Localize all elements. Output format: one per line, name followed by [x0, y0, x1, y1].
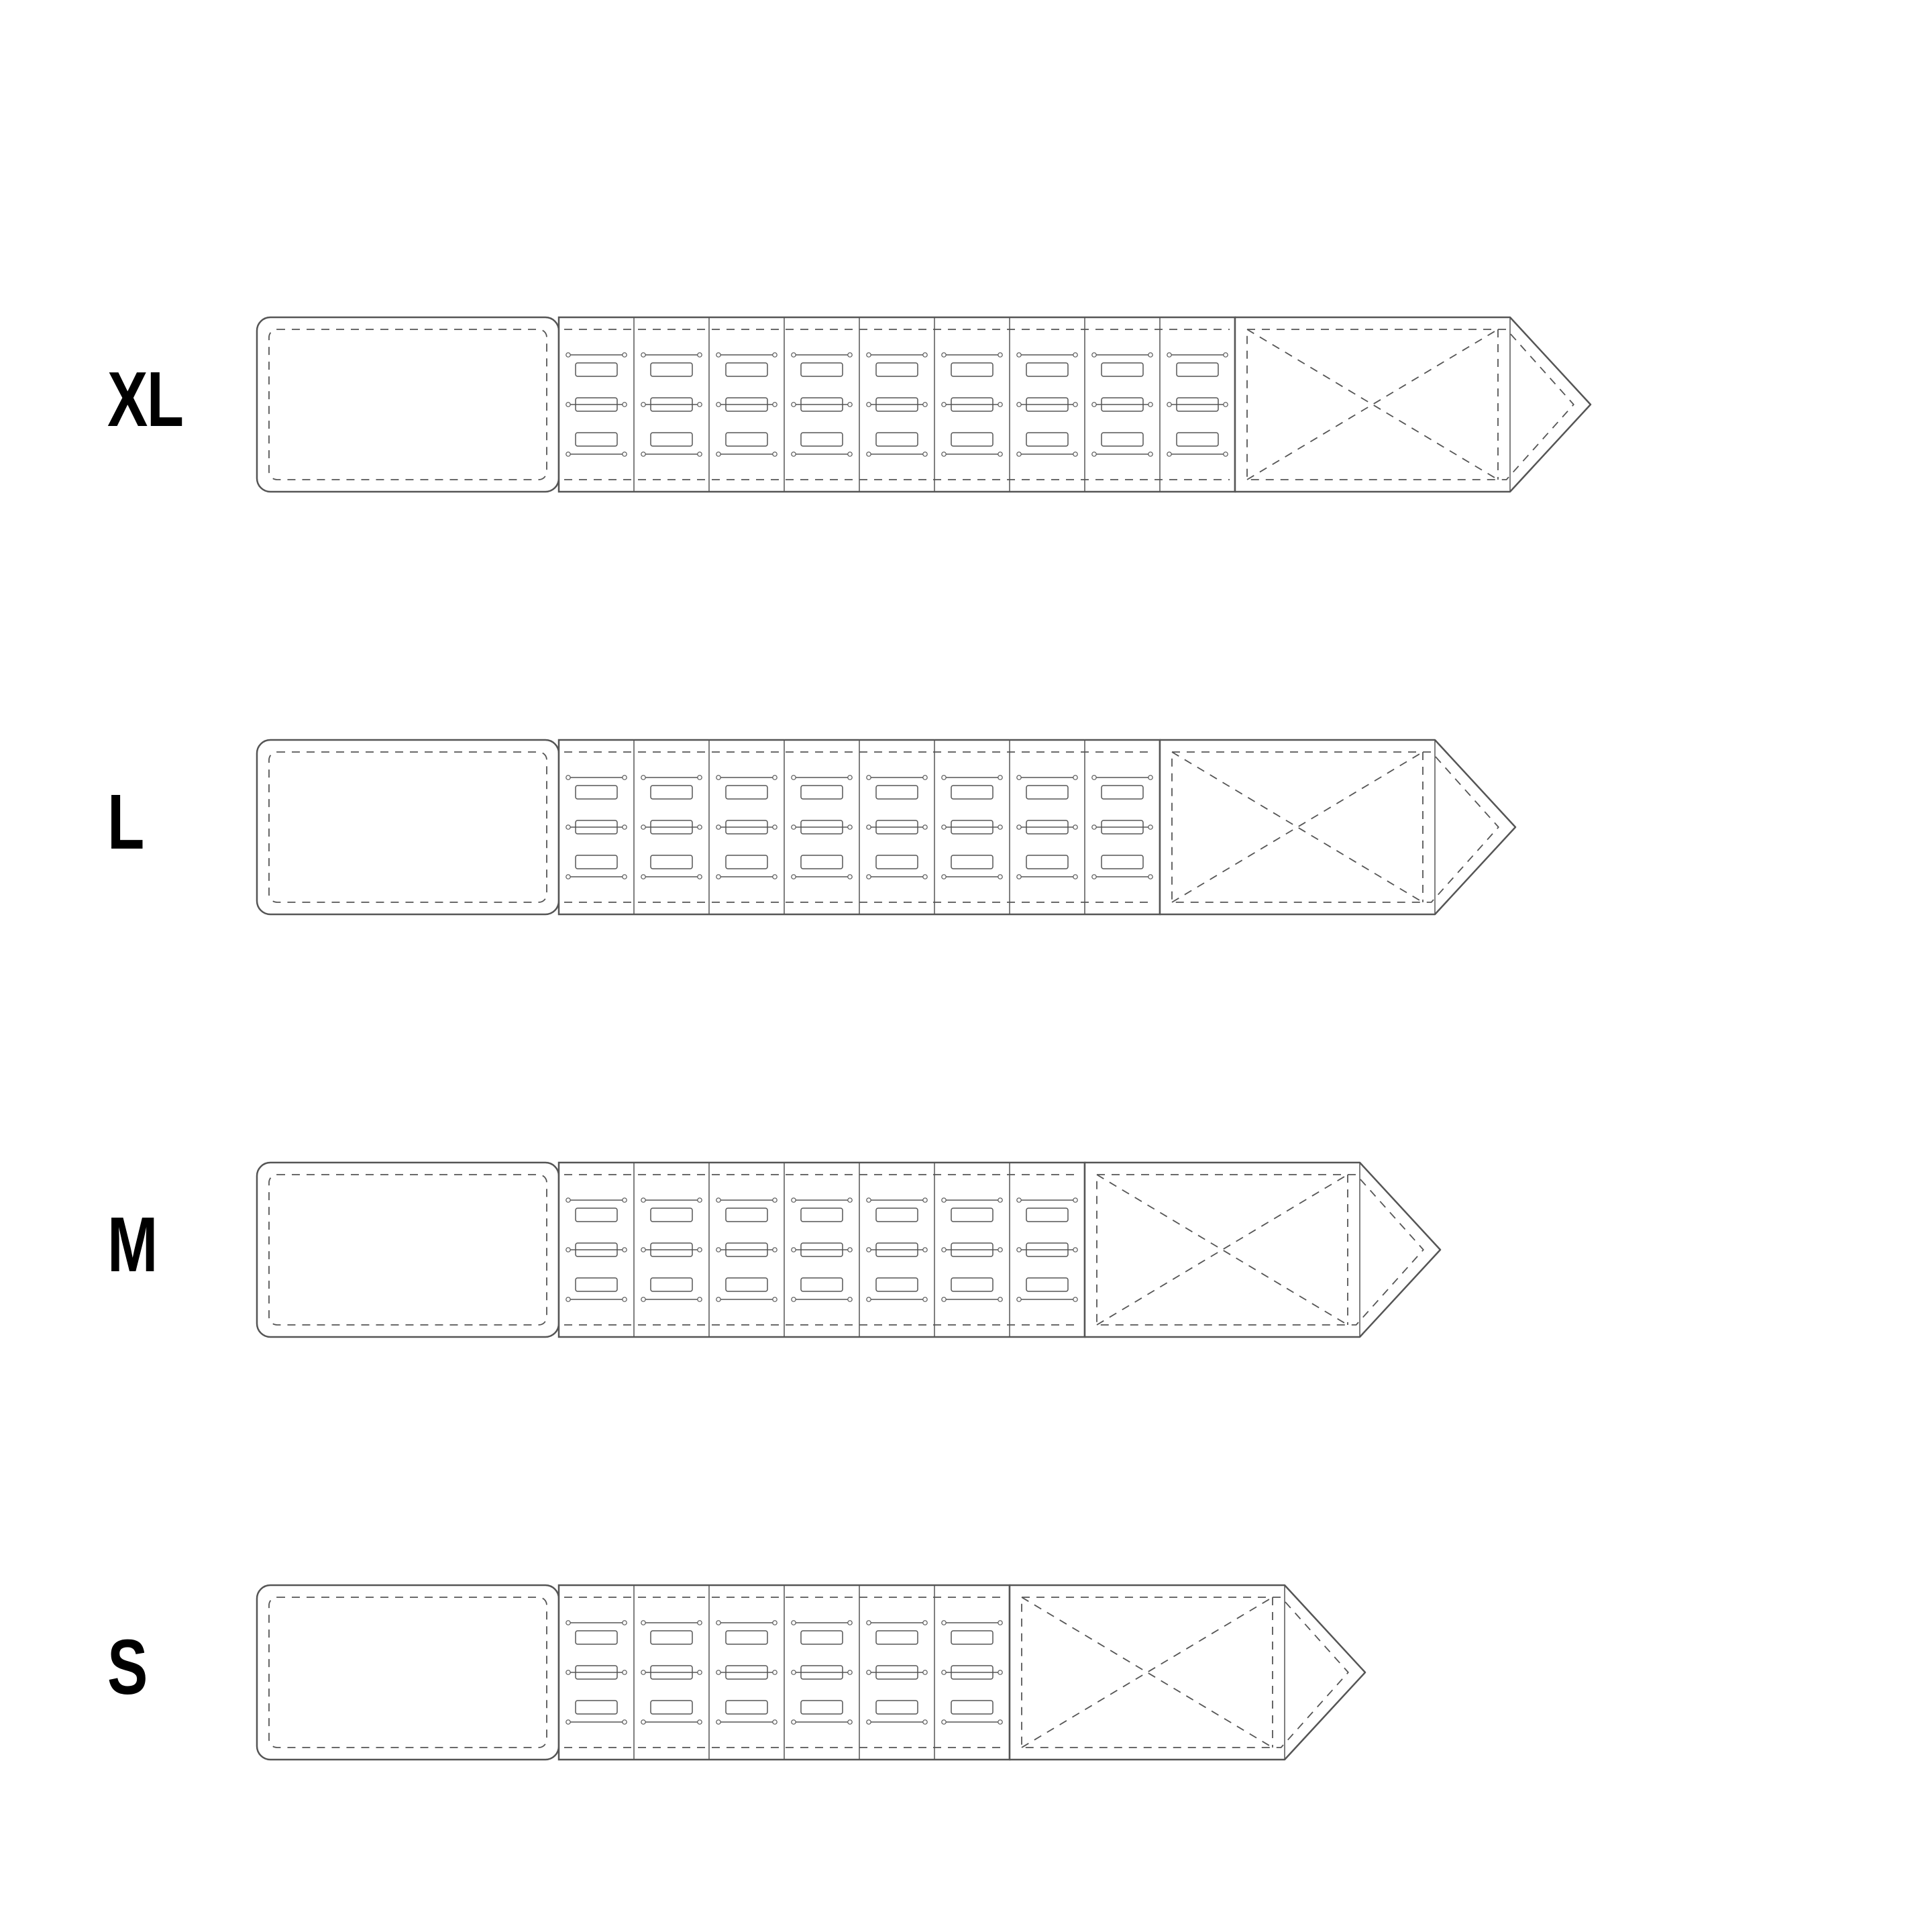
end-flap — [1085, 1163, 1440, 1337]
molle-body — [559, 317, 1235, 492]
molle-body — [559, 1585, 1010, 1760]
end-flap — [1010, 1585, 1365, 1760]
belt-diagram-m — [255, 1161, 1442, 1339]
end-flap — [1235, 317, 1591, 492]
belt-diagram-l — [255, 738, 1517, 916]
front-panel — [257, 740, 559, 914]
size-label-xl: XL — [107, 354, 183, 444]
front-panel — [257, 317, 559, 492]
size-label-l: L — [107, 777, 144, 867]
front-panel — [257, 1585, 559, 1760]
end-flap — [1160, 740, 1515, 914]
size-label-m: M — [107, 1199, 157, 1289]
molle-body — [559, 1163, 1085, 1337]
belt-diagram-s — [255, 1583, 1367, 1762]
molle-body — [559, 740, 1160, 914]
front-panel — [257, 1163, 559, 1337]
size-label-s: S — [107, 1622, 147, 1712]
belt-diagram-xl — [255, 315, 1593, 494]
